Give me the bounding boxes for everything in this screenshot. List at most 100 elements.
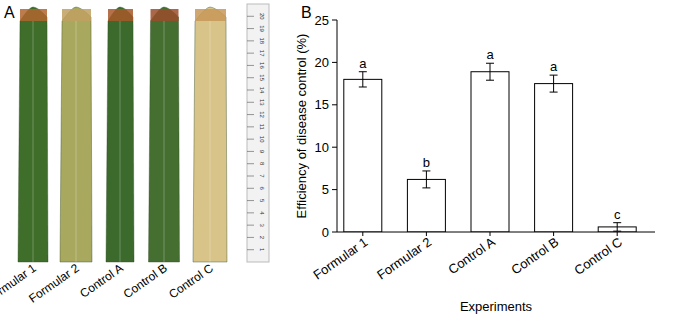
y-tick: [332, 104, 337, 105]
y-tick-label: 25: [315, 13, 329, 28]
ruler-tick: [247, 40, 254, 41]
leaf-photo: [18, 7, 227, 262]
error-cap: [359, 71, 367, 72]
error-cap: [422, 170, 430, 171]
ruler-tick: [247, 225, 254, 226]
ruler-label: 15: [259, 74, 265, 81]
bar: [535, 84, 573, 232]
ruler-tick: [247, 176, 254, 177]
y-tick: [332, 189, 337, 190]
leaf-vein: [33, 21, 34, 262]
leaf: [106, 7, 134, 262]
leaf: [149, 7, 180, 262]
panel-label: B: [301, 4, 312, 21]
error-bar: [422, 171, 430, 188]
error-stem: [617, 223, 618, 231]
y-axis-label: Efficiency of disease control (%): [294, 34, 309, 219]
leaf-vein: [210, 21, 211, 262]
error-stem: [426, 171, 427, 188]
ruler-label: 20: [259, 13, 265, 20]
ruler-label: 1: [259, 248, 265, 252]
error-cap: [486, 63, 494, 64]
leaf-tip: [108, 9, 133, 21]
ruler-tick: [247, 16, 254, 17]
leaf-label: Control C: [166, 261, 216, 302]
y-tick-label: 5: [322, 182, 329, 197]
error-cap: [550, 75, 558, 76]
y-tick-label: 10: [315, 140, 329, 155]
ruler-tick: [247, 139, 254, 140]
ruler-label: 6: [259, 187, 265, 191]
leaf-tip: [195, 9, 226, 21]
ruler-label: 16: [259, 62, 265, 69]
leaf-vein: [76, 21, 77, 262]
ruler-label: 5: [259, 199, 265, 203]
ruler-tick: [247, 188, 254, 189]
x-axis-label: Experiments: [460, 299, 533, 314]
error-cap: [613, 222, 621, 223]
ruler-label: 8: [259, 162, 265, 166]
leaf-label: Control A: [77, 261, 125, 301]
error-cap: [486, 80, 494, 81]
leaf-tip: [20, 9, 47, 21]
x-tick-label: Control C: [571, 234, 625, 278]
annotation: a: [359, 56, 367, 71]
y-axis: [337, 20, 338, 232]
panel-label: A: [4, 4, 15, 21]
leaf: [60, 7, 92, 262]
error-stem: [553, 75, 554, 92]
ruler-label: 13: [259, 99, 265, 106]
y-tick: [332, 232, 337, 233]
bar: [471, 72, 509, 232]
ruler-tick: [247, 53, 254, 54]
y-tick-label: 0: [322, 225, 329, 240]
error-bar: [359, 72, 367, 87]
ruler-tick: [247, 200, 254, 201]
annotation: a: [486, 47, 494, 62]
leaf-tip: [62, 9, 91, 21]
leaf-vein: [164, 21, 165, 262]
leaf-label: Control B: [121, 261, 170, 301]
error-cap: [550, 92, 558, 93]
ruler: [247, 4, 269, 262]
ruler-label: 3: [259, 223, 265, 227]
ruler-tick: [247, 90, 254, 91]
error-stem: [490, 63, 491, 80]
ruler-label: 18: [259, 38, 265, 45]
ruler-label: 10: [259, 136, 265, 143]
ruler-label: 7: [259, 174, 265, 178]
x-axis: [337, 232, 655, 233]
ruler-tick: [247, 237, 254, 238]
x-tick-label: Control B: [508, 234, 561, 277]
bars: [344, 63, 636, 232]
error-cap: [359, 86, 367, 87]
leaf: [18, 7, 48, 262]
annotation: b: [423, 155, 430, 170]
error-bar: [550, 75, 558, 92]
ruler-tick: [247, 151, 254, 152]
y-tick: [332, 62, 337, 63]
ruler-label: 14: [259, 87, 265, 94]
ruler-tick: [247, 249, 254, 250]
ruler-tick: [247, 102, 254, 103]
error-bar: [613, 223, 621, 231]
error-stem: [362, 72, 363, 87]
leaf: [193, 7, 227, 262]
ruler-label: 17: [259, 50, 265, 57]
ruler-label: 9: [259, 150, 265, 154]
ruler-label: 19: [259, 25, 265, 32]
ruler-tick: [247, 126, 254, 127]
ruler-label: 2: [259, 236, 265, 240]
x-tick-label: Formular 2: [374, 234, 434, 282]
ruler-tick: [247, 28, 254, 29]
error-cap: [422, 187, 430, 188]
error-bar: [486, 63, 494, 80]
leaf-tip: [151, 9, 179, 21]
x-tick-label: Control A: [445, 234, 498, 277]
ruler-tick: [247, 212, 254, 213]
leaf-label: Formular 2: [26, 261, 82, 306]
y-tick-label: 20: [315, 55, 329, 70]
ruler-label: 11: [259, 124, 265, 131]
y-tick: [332, 147, 337, 148]
leaf-vein: [120, 21, 121, 262]
